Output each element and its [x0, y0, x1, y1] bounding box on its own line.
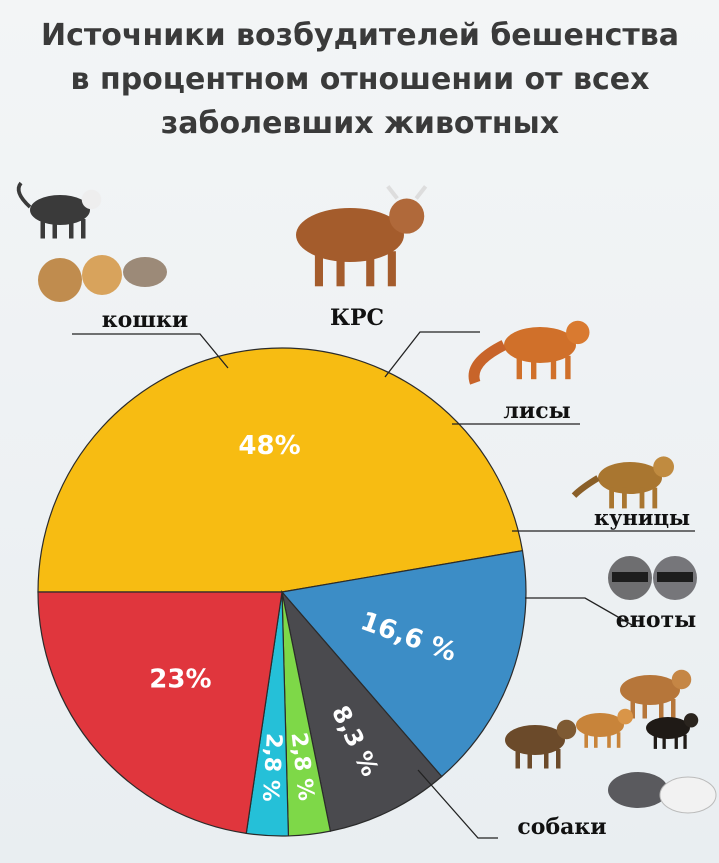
- cat-icon: [123, 257, 167, 287]
- category-label-cattle: КРС: [330, 305, 384, 331]
- title-line-1: Источники возбудителей бешенства: [41, 18, 679, 53]
- title-line-2: в процентном отношении от всех: [70, 62, 650, 97]
- dog-icon: [659, 776, 717, 814]
- title-line-3: заболевших животных: [160, 106, 560, 141]
- category-label-martens: куницы: [594, 505, 690, 530]
- pie-slice-cattle: [280, 549, 527, 778]
- dog-icon: [576, 708, 633, 748]
- leader-line-cattle: [384, 331, 480, 378]
- cat-icon: [82, 255, 122, 295]
- category-label-foxes: лисы: [503, 398, 570, 424]
- dog-icon: [505, 719, 577, 769]
- pie-slice-dogs: [37, 591, 283, 835]
- fox-icon: [468, 320, 590, 385]
- pct-label-dogs: 23%: [149, 665, 211, 695]
- cat-icon: [38, 258, 82, 302]
- leader-line-raccoons: [525, 597, 633, 626]
- pie-slice-cats: [37, 347, 524, 593]
- pie-slice-foxes: [280, 589, 443, 832]
- chart-title: Источники возбудителей бешенства в проце…: [20, 14, 700, 146]
- raccoon-icon: [657, 572, 693, 582]
- pct-label-raccoons: 2,8 %: [257, 732, 286, 802]
- pct-label-cats: 48%: [238, 431, 300, 461]
- category-label-cats: кошки: [102, 307, 188, 333]
- dog-icon: [646, 713, 699, 749]
- category-label-raccoons: еноты: [616, 607, 696, 633]
- dog-icon: [620, 669, 692, 719]
- cow-icon: [296, 185, 428, 287]
- raccoon-icon: [612, 572, 648, 582]
- dog-icon: [608, 772, 668, 808]
- marten-icon: [571, 456, 674, 509]
- cat-icon: [16, 181, 102, 239]
- leader-line-dogs: [417, 769, 498, 839]
- leader-line-cats: [72, 333, 229, 369]
- category-label-dogs: собаки: [517, 814, 606, 840]
